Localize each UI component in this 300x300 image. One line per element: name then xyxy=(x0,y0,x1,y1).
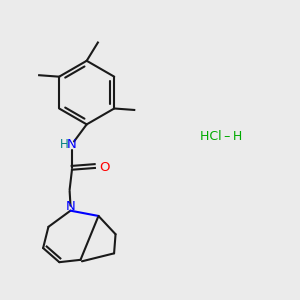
Text: N: N xyxy=(67,139,77,152)
Text: O: O xyxy=(99,161,110,175)
Text: H: H xyxy=(60,139,68,152)
Text: N: N xyxy=(66,200,76,213)
Text: HCl – H: HCl – H xyxy=(200,130,242,143)
